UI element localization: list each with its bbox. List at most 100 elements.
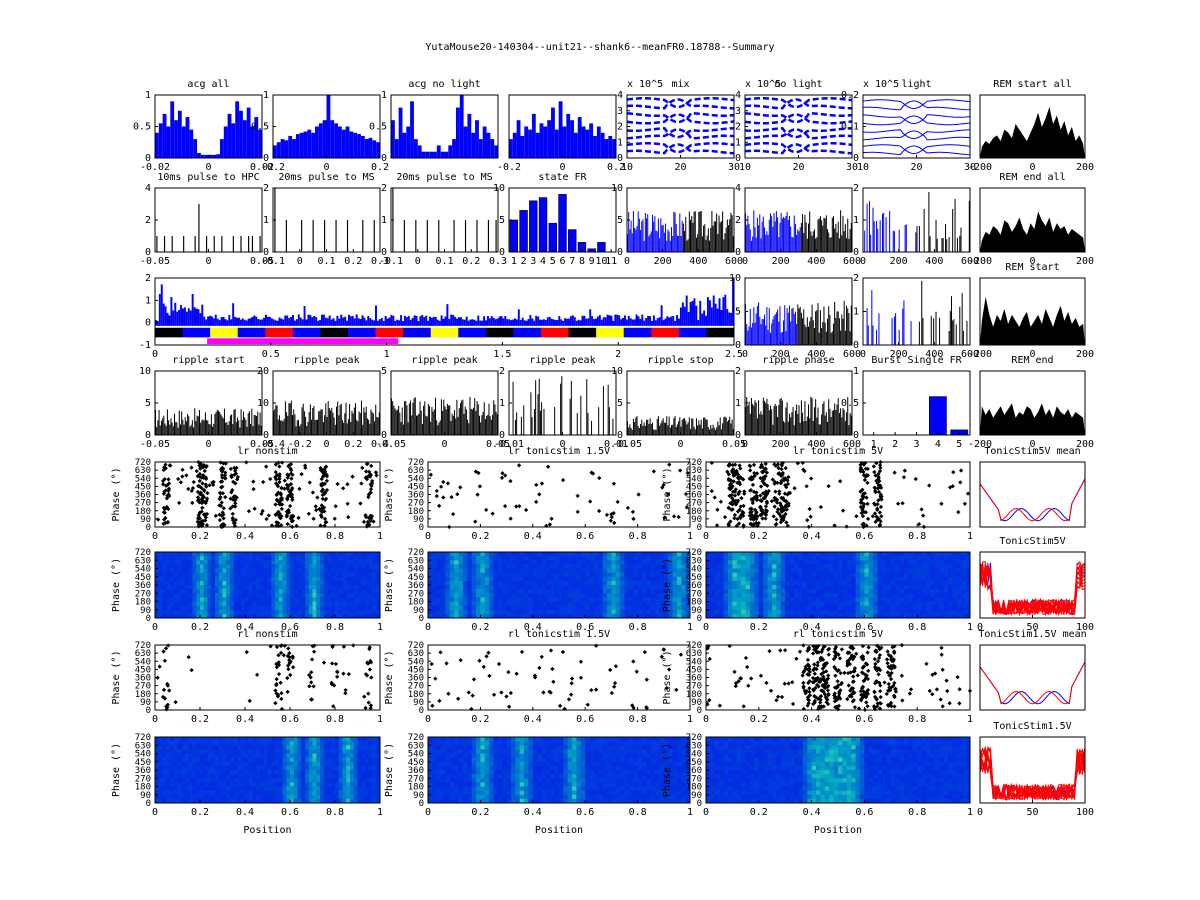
bar — [218, 410, 220, 435]
heatmap-cell — [567, 589, 573, 594]
spike-point — [221, 466, 226, 471]
heatmap-cell — [196, 605, 201, 611]
bar — [849, 413, 851, 435]
bar — [750, 240, 752, 252]
heatmap-cell — [222, 601, 227, 607]
bar — [687, 422, 689, 435]
heatmap-cell — [607, 552, 612, 557]
heatmap-cell — [598, 589, 604, 594]
heatmap-cell — [476, 568, 481, 574]
heatmap-cell — [541, 560, 547, 565]
y-tick-label: 1 — [853, 366, 859, 377]
y-tick-label: 1 — [263, 90, 269, 101]
heatmap-cell — [203, 580, 208, 586]
bar — [756, 418, 758, 435]
y-tick-label: 0 — [853, 430, 859, 441]
bar — [239, 427, 241, 435]
bar — [659, 238, 661, 252]
y-tick-label: 2 — [617, 122, 623, 133]
bar — [771, 216, 773, 252]
y-tick-label: 540 — [135, 474, 151, 484]
heatmap-cell — [241, 605, 246, 611]
heatmap-cell — [537, 601, 543, 607]
bar — [692, 418, 694, 435]
heatmap-cell — [480, 564, 486, 569]
heatmap-cell — [211, 560, 216, 565]
heatmap-cell — [445, 560, 451, 565]
trace-bar — [467, 320, 470, 326]
heatmap-cell — [361, 580, 366, 586]
spike-point — [163, 515, 168, 521]
heatmap-cell — [706, 585, 711, 590]
heatmap-cell — [732, 609, 738, 615]
spike-point — [234, 465, 239, 470]
series-line — [862, 145, 971, 156]
bar — [155, 132, 159, 158]
bar — [535, 132, 540, 158]
trace-bar — [353, 318, 356, 326]
spike-point — [233, 504, 238, 509]
bar — [810, 317, 812, 345]
bar — [838, 413, 840, 435]
heatmap-cell — [297, 601, 302, 607]
heatmap-cell — [368, 609, 373, 615]
bar — [777, 309, 779, 345]
spike-point — [739, 496, 744, 501]
heatmap-cell — [593, 564, 599, 569]
spike-point — [313, 504, 318, 509]
heatmap-cell — [278, 597, 283, 602]
heatmap-cell — [237, 560, 242, 565]
bar — [827, 229, 829, 252]
bar — [448, 145, 453, 158]
x-tick-label: 1 — [377, 531, 383, 542]
bar — [371, 412, 373, 435]
heatmap-cell — [462, 560, 468, 565]
heatmap-cell — [241, 556, 246, 561]
x-tick-label: 0 — [205, 162, 211, 173]
heatmap-cell — [188, 601, 193, 607]
spike-point — [678, 468, 683, 473]
heatmap-cell — [282, 576, 287, 582]
spike-point — [741, 477, 746, 482]
heatmap-cell — [316, 589, 321, 594]
trace-bar — [475, 320, 478, 326]
heatmap-cell — [245, 568, 250, 574]
panel-title: ripple peak — [529, 355, 595, 366]
heatmap-cell — [545, 601, 551, 607]
trace-bar — [346, 320, 348, 326]
x-tick-label: 2 — [615, 349, 621, 360]
heatmap-cell — [476, 601, 481, 607]
heatmap-cell — [230, 556, 235, 561]
heatmap-cell — [637, 564, 643, 569]
trace-bar — [380, 318, 383, 326]
heatmap-cell — [357, 556, 362, 561]
x-tick-label: -0.2 — [497, 162, 521, 173]
spike-point — [865, 501, 870, 506]
bar — [203, 420, 205, 435]
heatmap-cell — [611, 556, 617, 561]
bar — [786, 402, 788, 435]
spike-point — [161, 467, 166, 473]
trace-bar — [201, 304, 204, 326]
trace-bar — [479, 320, 482, 326]
heatmap-cell — [710, 556, 716, 561]
spike-point — [503, 473, 508, 478]
heatmap-cell — [585, 605, 591, 611]
bar — [771, 323, 773, 345]
heatmap-cell — [368, 597, 373, 602]
x-tick-label: 6 — [559, 256, 565, 267]
heatmap-cell — [528, 580, 534, 586]
y-tick-label: 540 — [408, 474, 424, 484]
bar — [248, 411, 250, 435]
bar — [454, 410, 456, 435]
heatmap-cell — [275, 568, 280, 574]
heatmap-cell — [263, 601, 268, 607]
heatmap-cell — [207, 552, 212, 557]
trace-bar — [375, 305, 377, 326]
x-tick-label: 0.2 — [471, 622, 489, 633]
heatmap-cell — [275, 589, 280, 594]
heatmap-cell — [728, 560, 733, 565]
spike-point — [871, 464, 876, 469]
spike-point — [311, 516, 316, 521]
trace-bar — [427, 320, 430, 326]
